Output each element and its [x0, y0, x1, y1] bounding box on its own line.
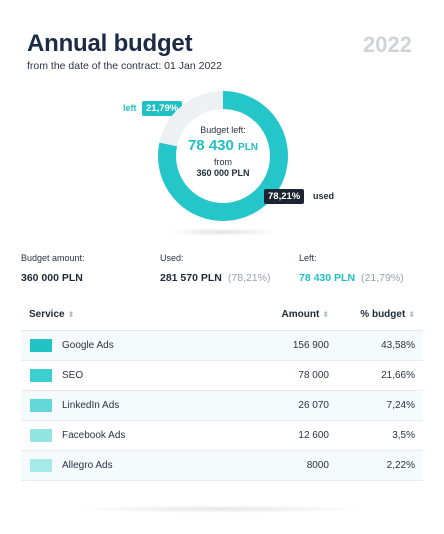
- donut-svg: [158, 91, 288, 221]
- amount-cell: 12 600: [213, 420, 333, 451]
- amount-cell: 78 000: [213, 360, 333, 391]
- page-title: Annual budget: [27, 30, 193, 57]
- budget-percent-cell: 2,22%: [333, 450, 423, 481]
- service-cell: Google Ads: [21, 330, 213, 361]
- donut-shadow: [168, 228, 278, 236]
- budget-percent-column-header[interactable]: % budget ⬍: [333, 300, 423, 331]
- used-label: used: [313, 191, 335, 201]
- service-cell: Facebook Ads: [21, 420, 213, 451]
- stat-budget-amount: Budget amount: 360 000 PLN: [21, 253, 85, 284]
- service-cell: SEO: [21, 360, 213, 391]
- left-percent-badge: 21,79%: [142, 101, 183, 116]
- budget-left-value: 78 430 PLN: [187, 137, 259, 154]
- color-swatch: [30, 458, 52, 472]
- sort-icon[interactable]: ⬍: [408, 310, 415, 320]
- stat-left: Left: 78 430 PLN (21,79%): [299, 253, 404, 284]
- budget-percent-cell: 3,5%: [333, 420, 423, 451]
- budget-percent-cell: 43,58%: [333, 330, 423, 361]
- stat-label: Used:: [160, 253, 184, 263]
- sort-icon[interactable]: ⬍: [322, 310, 329, 320]
- budget-percent-cell: 7,24%: [333, 390, 423, 421]
- from-label: from: [214, 157, 232, 167]
- amount-column-header[interactable]: Amount ⬍: [213, 300, 333, 331]
- color-swatch: [30, 398, 52, 412]
- donut-center: Budget left: 78 430 PLN from 360 000 PLN: [152, 85, 294, 227]
- amount-cell: 156 900: [213, 330, 333, 361]
- table-row: SEO 78 000 21,66%: [21, 360, 423, 391]
- contract-date-subtitle: from the date of the contract: 01 Jan 20…: [27, 60, 222, 72]
- service-column-header[interactable]: Service ⬍: [21, 300, 213, 331]
- stat-value: 78 430 PLN (21,79%): [299, 272, 404, 284]
- budget-total-value: 360 000 PLN: [196, 168, 250, 178]
- budget-percent-cell: 21,66%: [333, 360, 423, 391]
- year-label: 2022: [363, 32, 412, 57]
- table-shadow: [70, 505, 370, 513]
- used-percent-badge: 78,21%: [264, 189, 305, 204]
- amount-cell: 26 070: [213, 390, 333, 421]
- service-cell: Allegro Ads: [21, 450, 213, 481]
- table-row: LinkedIn Ads 26 070 7,24%: [21, 390, 423, 421]
- color-swatch: [30, 368, 52, 382]
- donut-used-segment: [158, 91, 288, 221]
- color-swatch: [30, 338, 52, 352]
- sort-icon[interactable]: ⬍: [67, 310, 75, 320]
- service-cell: LinkedIn Ads: [21, 390, 213, 421]
- color-swatch: [30, 428, 52, 442]
- stat-value: 281 570 PLN (78,21%): [160, 272, 271, 284]
- stat-label: Left:: [299, 253, 317, 263]
- table-row: Allegro Ads 8000 2,22%: [21, 450, 423, 481]
- left-label: left: [123, 103, 137, 113]
- stat-label: Budget amount:: [21, 253, 85, 263]
- budget-donut-chart: Budget left: 78 430 PLN from 360 000 PLN: [152, 85, 294, 227]
- table-row: Facebook Ads 12 600 3,5%: [21, 420, 423, 451]
- services-table: Service ⬍ Amount ⬍ % budget ⬍ Google Ads 156…: [21, 300, 423, 481]
- amount-cell: 8000: [213, 450, 333, 481]
- table-header-row: Service ⬍ Amount ⬍ % budget ⬍: [21, 300, 423, 331]
- budget-left-label: Budget left:: [200, 125, 246, 135]
- stat-used: Used: 281 570 PLN (78,21%): [160, 253, 270, 284]
- table-row: Google Ads 156 900 43,58%: [21, 330, 423, 361]
- stat-value: 360 000 PLN: [21, 272, 83, 284]
